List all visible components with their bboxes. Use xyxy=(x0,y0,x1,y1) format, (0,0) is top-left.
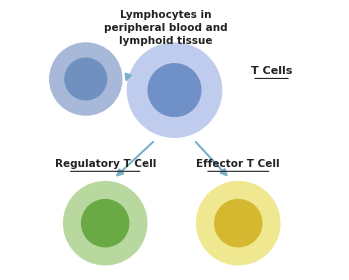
Text: T Cells: T Cells xyxy=(251,66,292,76)
Circle shape xyxy=(64,182,147,265)
Circle shape xyxy=(148,64,201,116)
Circle shape xyxy=(127,43,222,137)
Circle shape xyxy=(65,58,106,100)
Text: Lymphocytes in
peripheral blood and
lymphoid tissue: Lymphocytes in peripheral blood and lymp… xyxy=(104,10,228,46)
Circle shape xyxy=(215,200,262,247)
Text: Regulatory T Cell: Regulatory T Cell xyxy=(54,158,156,169)
Circle shape xyxy=(197,182,280,265)
Circle shape xyxy=(82,200,129,247)
Text: Effector T Cell: Effector T Cell xyxy=(196,158,280,169)
Circle shape xyxy=(50,43,122,115)
